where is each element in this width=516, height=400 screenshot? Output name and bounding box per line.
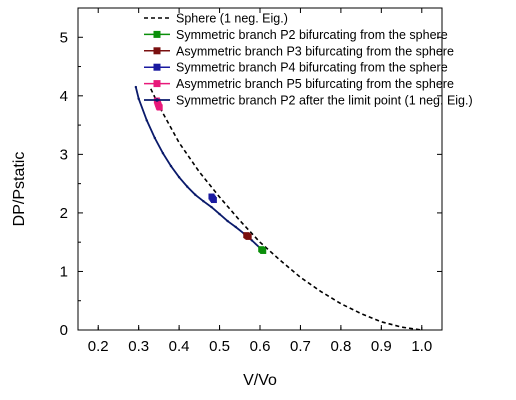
series-line <box>150 88 422 331</box>
x-tick-label: 0.3 <box>128 338 149 355</box>
legend-marker <box>153 80 161 88</box>
data-point <box>260 247 267 254</box>
legend-label: Symmetric branch P4 bifurcating from the… <box>176 61 448 75</box>
data-point <box>202 200 205 203</box>
legend-item: Asymmetric branch P3 bifurcating from th… <box>144 44 454 58</box>
x-tick-label: 0.9 <box>371 338 392 355</box>
data-point <box>210 205 213 209</box>
y-tick-label: 5 <box>60 29 68 46</box>
series-0 <box>150 88 422 331</box>
data-point <box>234 225 237 229</box>
x-tick-label: 1.0 <box>411 338 432 355</box>
data-point <box>137 97 140 100</box>
legend-marker <box>153 63 161 71</box>
legend-label: Symmetric branch P2 bifurcating from the… <box>176 28 448 42</box>
series-line <box>134 86 264 252</box>
legend: Sphere (1 neg. Eig.) Symmetric branch P2 … <box>144 12 473 108</box>
data-point <box>169 164 173 168</box>
y-axis-title: DP/Pstatic <box>11 152 28 227</box>
legend-item: Symmetric branch P2 bifurcating from the… <box>144 28 448 42</box>
legend-item: Asymmetric branch P5 bifurcating from th… <box>144 77 454 91</box>
x-tick-label: 0.4 <box>169 338 190 355</box>
series-layer <box>134 85 422 331</box>
x-tick-label: 0.2 <box>88 338 109 355</box>
legend-marker <box>153 47 161 55</box>
data-point <box>153 136 157 140</box>
x-tick-label: 0.8 <box>330 338 351 355</box>
data-point <box>156 104 163 111</box>
legend-item: Symmetric branch P2 after the limit poin… <box>144 94 473 108</box>
y-tick-label: 1 <box>60 263 68 280</box>
legend-label: Asymmetric branch P5 bifurcating from th… <box>176 77 454 91</box>
data-point <box>161 151 165 155</box>
y-tick-label: 3 <box>60 146 68 163</box>
legend-label: Sphere (1 neg. Eig.) <box>176 12 288 26</box>
legend-marker <box>155 98 159 102</box>
legend-item: Symmetric branch P4 bifurcating from the… <box>144 61 448 75</box>
series-2 <box>243 232 252 240</box>
data-point <box>245 233 252 240</box>
legend-label: Asymmetric branch P3 bifurcating from th… <box>176 44 454 58</box>
x-tick-label: 0.5 <box>209 338 230 355</box>
y-axis: 0 1 2 3 4 5 <box>60 29 442 339</box>
data-point <box>186 185 189 188</box>
data-point <box>210 197 217 204</box>
data-point <box>145 119 148 122</box>
series-3 <box>208 193 217 204</box>
y-tick-label: 2 <box>60 205 68 222</box>
legend-marker <box>153 30 161 38</box>
data-point <box>194 193 197 196</box>
y-tick-label: 0 <box>60 322 68 339</box>
x-axis-title: V/Vo <box>243 372 277 389</box>
x-axis: 0.2 0.3 0.4 0.5 0.6 0.7 0.8 0.9 1.0 <box>88 8 432 355</box>
data-point <box>134 85 138 89</box>
y-tick-label: 4 <box>60 88 68 105</box>
legend-label: Symmetric branch P2 after the limit poin… <box>176 94 473 108</box>
data-point <box>218 212 221 216</box>
x-tick-label: 0.7 <box>290 338 311 355</box>
data-point <box>226 219 229 223</box>
x-tick-label: 0.6 <box>250 338 271 355</box>
series-1 <box>258 246 267 254</box>
data-point <box>177 175 181 179</box>
legend-item: Sphere (1 neg. Eig.) <box>144 12 288 26</box>
